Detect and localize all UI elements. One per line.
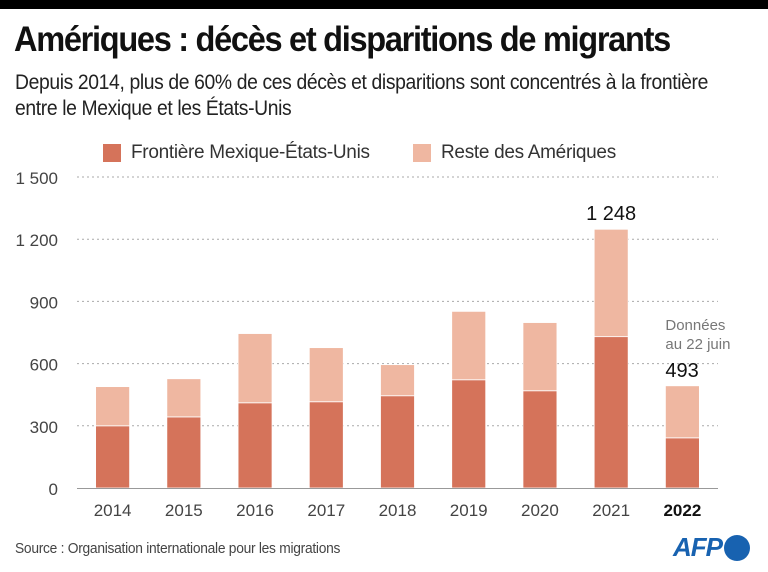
bar-segment-border [237, 402, 273, 489]
data-date-note: Données [665, 317, 725, 334]
x-tick-label: 2022 [663, 501, 701, 520]
bar-segment-rest [166, 378, 202, 418]
bar-segment-border [95, 425, 131, 489]
legend-label-border: Frontière Mexique-États-Unis [131, 142, 370, 163]
bar-segment-border [593, 336, 629, 489]
x-tick-label: 2018 [379, 501, 417, 520]
afp-logo-dot [724, 534, 750, 561]
bar-segment-rest [237, 333, 273, 404]
top-bar [0, 0, 768, 9]
x-tick-label: 2019 [450, 501, 488, 520]
bar-segment-rest [451, 310, 487, 381]
legend-item-rest: Reste des Amériques [413, 142, 616, 164]
total-label: 493 [665, 360, 698, 382]
bar-segment-rest [95, 386, 131, 427]
y-tick-label: 300 [30, 418, 58, 437]
bar-segment-rest [308, 347, 344, 403]
y-tick-label: 1 200 [15, 231, 58, 250]
chart-subtitle: Depuis 2014, plus de 60% de ces décès et… [15, 71, 708, 120]
y-tick-label: 0 [49, 480, 58, 499]
y-tick-label: 1 500 [15, 169, 58, 188]
legend-swatch-border [103, 144, 121, 162]
source-note: Source : Organisation internationale pou… [15, 540, 341, 557]
chart-title: Amériques : décès et disparitions de mig… [14, 20, 671, 59]
legend-swatch-rest [413, 144, 431, 162]
legend-label-rest: Reste des Amériques [441, 142, 616, 163]
data-date-note: au 22 juin [665, 336, 730, 353]
legend: Frontière Mexique-États-Unis Reste des A… [0, 142, 768, 166]
y-tick-label: 600 [30, 356, 58, 375]
y-tick-label: 900 [30, 293, 58, 312]
bar-segment-rest [380, 364, 415, 397]
bar-segment-border [664, 437, 700, 489]
bar-segment-rest [522, 322, 558, 392]
bar-segment-border [166, 416, 202, 489]
bar-segment-border [451, 379, 487, 489]
x-tick-label: 2015 [165, 501, 203, 520]
afp-logo: AFP [673, 532, 750, 563]
x-tick-label: 2014 [94, 501, 132, 520]
legend-item-border: Frontière Mexique-États-Unis [103, 142, 370, 164]
x-tick-label: 2020 [521, 501, 559, 520]
bar-segment-border [308, 401, 344, 489]
bar-segment-rest [664, 385, 700, 439]
x-tick-label: 2021 [592, 501, 630, 520]
x-tick-label: 2017 [307, 501, 345, 520]
bar-segment-rest [593, 228, 629, 338]
total-label: 1 248 [586, 203, 636, 225]
bar-segment-border [380, 395, 415, 489]
afp-logo-text: AFP [673, 532, 723, 562]
x-tick-label: 2016 [236, 501, 274, 520]
bar-segment-border [522, 390, 558, 489]
